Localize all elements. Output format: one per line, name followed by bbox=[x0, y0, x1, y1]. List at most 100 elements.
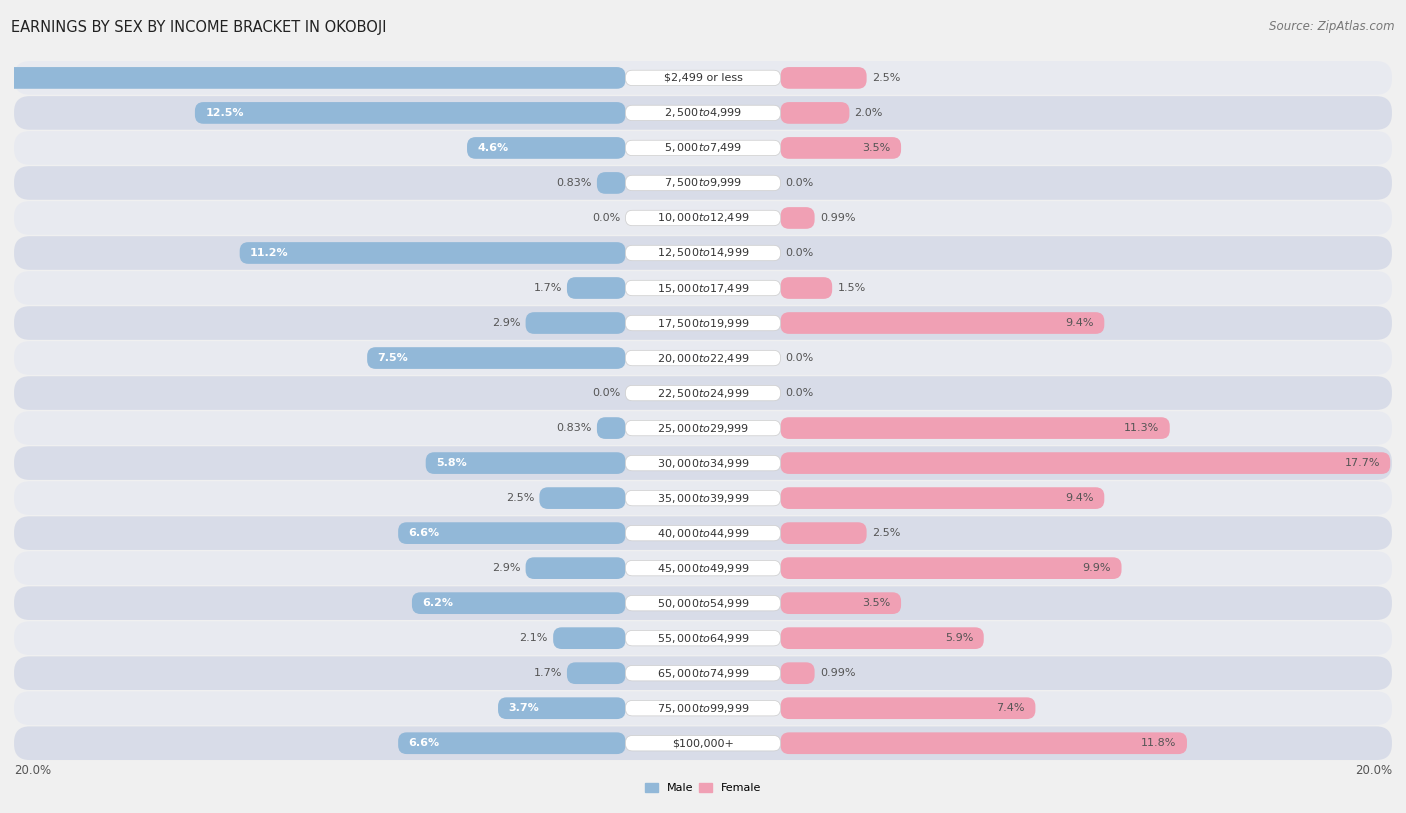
FancyBboxPatch shape bbox=[626, 595, 780, 611]
FancyBboxPatch shape bbox=[626, 420, 780, 436]
Text: $15,000 to $17,499: $15,000 to $17,499 bbox=[657, 281, 749, 294]
Text: 3.7%: 3.7% bbox=[509, 703, 538, 713]
Text: $55,000 to $64,999: $55,000 to $64,999 bbox=[657, 632, 749, 645]
Text: 4.6%: 4.6% bbox=[478, 143, 509, 153]
FancyBboxPatch shape bbox=[780, 557, 1122, 579]
FancyBboxPatch shape bbox=[567, 277, 626, 299]
FancyBboxPatch shape bbox=[780, 417, 1170, 439]
FancyBboxPatch shape bbox=[780, 663, 814, 684]
Text: 17.7%: 17.7% bbox=[1344, 458, 1379, 468]
Text: 7.5%: 7.5% bbox=[377, 353, 408, 363]
Text: Source: ZipAtlas.com: Source: ZipAtlas.com bbox=[1270, 20, 1395, 33]
FancyBboxPatch shape bbox=[780, 628, 984, 649]
FancyBboxPatch shape bbox=[626, 736, 780, 751]
Text: 6.6%: 6.6% bbox=[409, 738, 440, 748]
FancyBboxPatch shape bbox=[14, 201, 1392, 235]
FancyBboxPatch shape bbox=[14, 446, 1392, 480]
FancyBboxPatch shape bbox=[526, 557, 626, 579]
Text: $45,000 to $49,999: $45,000 to $49,999 bbox=[657, 562, 749, 575]
Text: 2.9%: 2.9% bbox=[492, 563, 520, 573]
Text: 11.8%: 11.8% bbox=[1142, 738, 1177, 748]
Text: 9.4%: 9.4% bbox=[1066, 318, 1094, 328]
FancyBboxPatch shape bbox=[626, 666, 780, 680]
FancyBboxPatch shape bbox=[467, 137, 626, 159]
Text: 12.5%: 12.5% bbox=[205, 108, 243, 118]
FancyBboxPatch shape bbox=[780, 593, 901, 614]
Text: 2.0%: 2.0% bbox=[855, 108, 883, 118]
FancyBboxPatch shape bbox=[14, 61, 1392, 95]
Text: $7,500 to $9,999: $7,500 to $9,999 bbox=[664, 176, 742, 189]
Text: $30,000 to $34,999: $30,000 to $34,999 bbox=[657, 457, 749, 470]
Text: 0.0%: 0.0% bbox=[786, 248, 814, 258]
Text: $100,000+: $100,000+ bbox=[672, 738, 734, 748]
FancyBboxPatch shape bbox=[526, 312, 626, 334]
Text: 0.0%: 0.0% bbox=[786, 353, 814, 363]
Text: 2.5%: 2.5% bbox=[872, 528, 900, 538]
Text: 0.0%: 0.0% bbox=[592, 213, 620, 223]
FancyBboxPatch shape bbox=[14, 272, 1392, 305]
FancyBboxPatch shape bbox=[626, 141, 780, 155]
Text: 11.2%: 11.2% bbox=[250, 248, 288, 258]
FancyBboxPatch shape bbox=[195, 102, 626, 124]
Text: 7.4%: 7.4% bbox=[997, 703, 1025, 713]
Text: 3.5%: 3.5% bbox=[862, 598, 891, 608]
Text: 20.0%: 20.0% bbox=[14, 763, 51, 776]
FancyBboxPatch shape bbox=[14, 376, 1392, 410]
Text: $2,499 or less: $2,499 or less bbox=[664, 73, 742, 83]
Text: 1.7%: 1.7% bbox=[533, 283, 562, 293]
Text: $17,500 to $19,999: $17,500 to $19,999 bbox=[657, 316, 749, 329]
Text: $10,000 to $12,499: $10,000 to $12,499 bbox=[657, 211, 749, 224]
FancyBboxPatch shape bbox=[626, 350, 780, 366]
FancyBboxPatch shape bbox=[398, 733, 626, 754]
FancyBboxPatch shape bbox=[780, 207, 814, 228]
FancyBboxPatch shape bbox=[626, 385, 780, 401]
Legend: Male, Female: Male, Female bbox=[640, 778, 766, 798]
FancyBboxPatch shape bbox=[0, 67, 626, 89]
FancyBboxPatch shape bbox=[626, 211, 780, 226]
Text: 0.83%: 0.83% bbox=[557, 423, 592, 433]
Text: 0.83%: 0.83% bbox=[557, 178, 592, 188]
Text: $2,500 to $4,999: $2,500 to $4,999 bbox=[664, 107, 742, 120]
FancyBboxPatch shape bbox=[626, 105, 780, 120]
FancyBboxPatch shape bbox=[780, 452, 1391, 474]
Text: 5.9%: 5.9% bbox=[945, 633, 973, 643]
FancyBboxPatch shape bbox=[426, 452, 626, 474]
FancyBboxPatch shape bbox=[14, 307, 1392, 340]
Text: 1.5%: 1.5% bbox=[838, 283, 866, 293]
FancyBboxPatch shape bbox=[412, 593, 626, 614]
Text: 2.5%: 2.5% bbox=[872, 73, 900, 83]
Text: 2.5%: 2.5% bbox=[506, 493, 534, 503]
FancyBboxPatch shape bbox=[626, 315, 780, 331]
FancyBboxPatch shape bbox=[780, 522, 866, 544]
FancyBboxPatch shape bbox=[626, 70, 780, 85]
Text: 2.9%: 2.9% bbox=[492, 318, 520, 328]
FancyBboxPatch shape bbox=[567, 663, 626, 684]
Text: $40,000 to $44,999: $40,000 to $44,999 bbox=[657, 527, 749, 540]
Text: $50,000 to $54,999: $50,000 to $54,999 bbox=[657, 597, 749, 610]
Text: 0.0%: 0.0% bbox=[786, 178, 814, 188]
FancyBboxPatch shape bbox=[14, 656, 1392, 690]
Text: 0.99%: 0.99% bbox=[820, 668, 855, 678]
FancyBboxPatch shape bbox=[598, 417, 626, 439]
Text: $22,500 to $24,999: $22,500 to $24,999 bbox=[657, 386, 749, 399]
Text: 9.9%: 9.9% bbox=[1083, 563, 1111, 573]
FancyBboxPatch shape bbox=[780, 277, 832, 299]
FancyBboxPatch shape bbox=[14, 481, 1392, 515]
FancyBboxPatch shape bbox=[14, 691, 1392, 725]
Text: 0.0%: 0.0% bbox=[786, 388, 814, 398]
FancyBboxPatch shape bbox=[626, 246, 780, 261]
FancyBboxPatch shape bbox=[626, 490, 780, 506]
FancyBboxPatch shape bbox=[780, 312, 1104, 334]
FancyBboxPatch shape bbox=[780, 137, 901, 159]
Text: $5,000 to $7,499: $5,000 to $7,499 bbox=[664, 141, 742, 154]
Text: $20,000 to $22,499: $20,000 to $22,499 bbox=[657, 351, 749, 364]
FancyBboxPatch shape bbox=[14, 551, 1392, 585]
FancyBboxPatch shape bbox=[780, 102, 849, 124]
FancyBboxPatch shape bbox=[14, 96, 1392, 130]
FancyBboxPatch shape bbox=[239, 242, 626, 264]
Text: 5.8%: 5.8% bbox=[436, 458, 467, 468]
FancyBboxPatch shape bbox=[498, 698, 626, 719]
FancyBboxPatch shape bbox=[780, 487, 1104, 509]
FancyBboxPatch shape bbox=[626, 455, 780, 471]
FancyBboxPatch shape bbox=[626, 280, 780, 296]
